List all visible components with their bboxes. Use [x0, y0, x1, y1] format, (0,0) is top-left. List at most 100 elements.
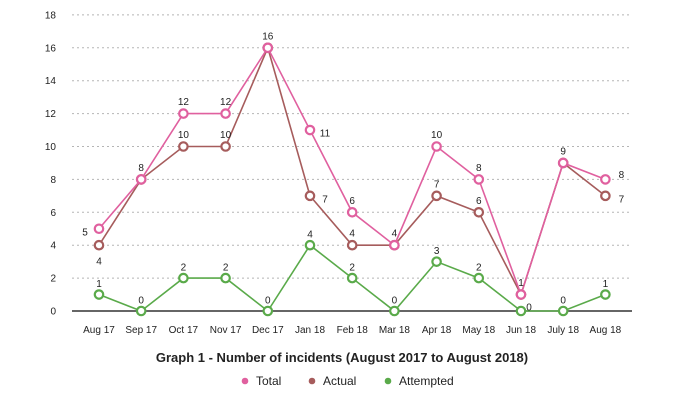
x-tick-label: Oct 17 — [169, 325, 199, 336]
data-label-total: 9 — [560, 146, 566, 157]
data-label-actual: 10 — [220, 130, 232, 141]
x-tick-label: Feb 18 — [337, 325, 369, 336]
point-actual — [178, 141, 189, 152]
legend-marker-actual — [308, 377, 316, 385]
legend-marker-attempted — [384, 377, 392, 385]
data-label-total: 8 — [476, 163, 482, 174]
y-tick-label: 8 — [50, 175, 56, 186]
point-actual — [600, 190, 611, 202]
data-label-actual: 6 — [476, 196, 482, 207]
y-tick-label: 10 — [45, 142, 57, 153]
data-label-total: 1 — [518, 278, 524, 289]
data-label-attempted: 2 — [223, 263, 229, 274]
data-label-total: 12 — [220, 97, 232, 108]
data-label-actual: 7 — [434, 179, 440, 190]
x-tick-label: Aug 18 — [590, 325, 622, 336]
legend-label-total: Total — [256, 374, 281, 388]
data-label-attempted: 2 — [349, 263, 355, 274]
x-tick-label: Aug 17 — [83, 325, 115, 336]
data-label-attempted: 0 — [526, 303, 532, 314]
point-total — [431, 141, 442, 152]
data-label-attempted: 2 — [181, 263, 187, 274]
data-label-attempted: 1 — [96, 279, 102, 290]
data-label-attempted: 0 — [392, 296, 398, 307]
legend-marker-total — [241, 377, 249, 385]
x-tick-label: Dec 17 — [252, 325, 284, 336]
y-tick-label: 18 — [45, 10, 57, 21]
x-tick-label: Jan 18 — [295, 325, 325, 336]
point-total — [473, 174, 485, 185]
data-label-actual: 10 — [178, 130, 190, 141]
point-attempted — [557, 305, 569, 317]
series-line-actual — [98, 45, 606, 297]
legend-label-attempted: Attempted — [399, 374, 454, 388]
data-label-attempted: 0 — [138, 296, 144, 307]
x-tick-label: Nov 17 — [210, 325, 242, 336]
point-attempted — [600, 289, 611, 300]
point-actual — [431, 190, 442, 202]
y-tick-label: 4 — [50, 241, 56, 252]
point-total — [557, 157, 569, 169]
point-attempted — [262, 305, 274, 317]
data-label-actual: 4 — [96, 257, 102, 268]
y-tick-label: 0 — [50, 307, 56, 318]
data-label-actual: 7 — [619, 194, 625, 205]
x-tick-label: July 18 — [547, 325, 579, 336]
x-tick-label: Apr 18 — [422, 325, 452, 336]
point-total — [515, 289, 527, 300]
point-attempted — [389, 305, 400, 317]
point-total — [600, 174, 611, 185]
point-total — [178, 108, 189, 119]
data-label-total: 5 — [82, 227, 88, 238]
data-label-actual: 4 — [349, 229, 355, 240]
point-attempted — [304, 239, 316, 251]
x-tick-label: Jun 18 — [506, 325, 536, 336]
point-attempted — [220, 272, 231, 284]
data-label-total: 10 — [431, 130, 443, 141]
point-attempted — [178, 272, 189, 284]
data-label-actual: 7 — [322, 194, 328, 205]
data-label-attempted: 4 — [307, 230, 313, 241]
y-axis-ticks: 0 2 4 6 8 10 12 14 16 18 — [45, 10, 57, 317]
point-total — [304, 124, 316, 136]
point-attempted — [135, 305, 147, 317]
x-axis-ticks: Aug 17 Sep 17 Oct 17 Nov 17 Dec 17 Jan 18 Feb … — [83, 325, 622, 336]
point-attempted — [93, 289, 105, 300]
data-label-total: 4 — [392, 229, 398, 240]
data-label-attempted: 2 — [476, 263, 482, 274]
series-lines — [93, 42, 611, 317]
point-total — [262, 42, 274, 54]
data-label-total: 11 — [320, 129, 331, 140]
point-total — [220, 108, 231, 119]
point-actual — [473, 207, 485, 218]
data-label-attempted: 3 — [434, 246, 440, 257]
point-total — [135, 174, 147, 185]
point-attempted — [346, 272, 358, 284]
legend: Total Actual Attempted — [241, 374, 454, 388]
point-actual — [93, 239, 105, 251]
point-attempted — [515, 305, 527, 317]
point-actual — [220, 141, 231, 152]
data-label-attempted: 1 — [603, 279, 609, 290]
y-tick-label: 16 — [45, 43, 57, 54]
data-label-total: 6 — [349, 196, 355, 207]
x-tick-label: May 18 — [462, 325, 495, 336]
data-label-total: 8 — [619, 170, 625, 181]
point-actual — [304, 190, 316, 202]
data-label-attempted: 0 — [265, 296, 271, 307]
y-tick-label: 6 — [50, 208, 56, 219]
x-tick-label: Mar 18 — [379, 325, 411, 336]
point-total — [346, 207, 358, 218]
y-tick-label: 2 — [50, 274, 56, 285]
y-tick-label: 14 — [45, 76, 57, 87]
point-attempted — [473, 272, 485, 284]
legend-label-actual: Actual — [323, 374, 356, 388]
data-label-attempted: 0 — [560, 296, 566, 307]
series-line-total — [98, 46, 606, 298]
point-actual — [346, 239, 358, 251]
data-label-total: 8 — [138, 163, 144, 174]
data-label-total: 12 — [178, 97, 190, 108]
x-tick-label: Sep 17 — [125, 325, 157, 336]
